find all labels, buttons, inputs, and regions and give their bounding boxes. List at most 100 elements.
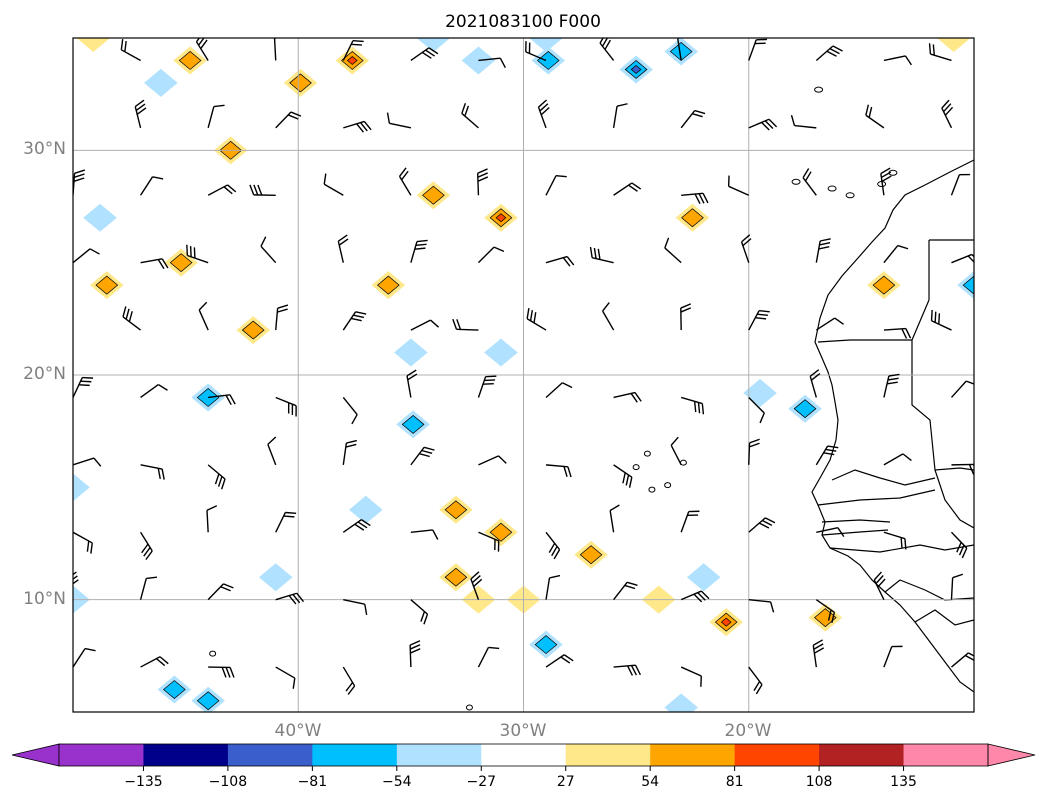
wind-barb — [140, 656, 169, 668]
barb-tick — [968, 464, 974, 475]
barb-staff — [73, 326, 74, 331]
anomaly-contour-fill — [401, 414, 425, 434]
wind-barb — [275, 111, 302, 129]
barb-tick — [900, 537, 903, 549]
barb-tick — [549, 574, 561, 579]
anomaly-contour-fill — [686, 563, 721, 592]
anomaly-contour-fill — [258, 563, 293, 592]
barb-tick — [626, 665, 634, 676]
barb-tick — [195, 38, 204, 43]
wind-barb — [601, 302, 615, 331]
anomaly-contours — [73, 38, 974, 712]
barb-tick — [229, 667, 235, 678]
negative-anomaly — [664, 38, 698, 66]
positive-anomaly — [335, 46, 370, 75]
wind-barb — [802, 168, 817, 196]
anomaly-contour-fill — [444, 500, 468, 520]
wind-barb — [545, 654, 574, 668]
barb-tick — [525, 41, 527, 52]
wind-barb — [950, 531, 968, 559]
wind-barb — [950, 173, 971, 196]
wind-barb — [950, 573, 964, 600]
colorbar-segment — [903, 744, 989, 766]
map-frame — [72, 37, 975, 713]
wind-barb — [612, 103, 628, 128]
barb-tick — [78, 384, 90, 387]
barb-tick — [295, 405, 297, 417]
barb-staff — [73, 578, 74, 600]
anomaly-contour-fill — [664, 693, 698, 712]
barb-staff — [343, 598, 365, 605]
barb-staff — [670, 444, 682, 466]
positive-anomaly — [936, 38, 971, 52]
barb-tick — [488, 646, 500, 650]
anomaly-contour-fill — [169, 253, 193, 273]
barb-tick — [82, 376, 94, 379]
wind-barb — [73, 248, 100, 264]
barb-tick — [813, 643, 824, 650]
barb-tick — [934, 311, 937, 323]
lat-label-30n: 30°N — [23, 139, 66, 159]
barb-tick — [609, 504, 620, 512]
barb-tick — [825, 448, 837, 452]
barb-tick — [562, 257, 571, 267]
colorbar-segment — [143, 744, 229, 766]
barb-tick — [471, 575, 481, 584]
barb-staff — [477, 246, 495, 264]
barb-tick — [589, 246, 593, 258]
barb-tick — [198, 38, 206, 46]
wind-barb — [73, 647, 96, 668]
barb-tick — [555, 174, 567, 178]
barb-tick — [634, 392, 642, 402]
barb-tick — [159, 656, 169, 665]
barb-staff — [748, 396, 765, 414]
barb-tick — [456, 319, 462, 330]
map-title: 2021083100 F000 — [445, 12, 601, 32]
anomaly-contour-fill — [669, 42, 693, 61]
barb-tick — [146, 576, 158, 580]
wind-barb — [680, 109, 706, 129]
wind-barb — [545, 464, 572, 478]
wind-barb — [186, 244, 209, 264]
barb-tick — [697, 402, 701, 414]
barb-tick — [84, 647, 96, 652]
wind-barb — [680, 666, 702, 687]
lon-label-20w: 20°W — [725, 721, 772, 741]
negative-anomaly — [529, 630, 563, 659]
barb-tick — [363, 120, 372, 131]
barb-tick — [347, 685, 356, 695]
barb-tick — [753, 681, 761, 692]
barb-tick — [292, 593, 301, 604]
wind-barb — [410, 47, 439, 62]
barb-tick — [414, 247, 426, 250]
barb-tick — [352, 39, 364, 43]
barb-staff — [815, 317, 836, 331]
barb-tick — [692, 113, 703, 118]
barb-tick — [670, 436, 679, 446]
barb-tick — [551, 546, 558, 557]
negative-anomaly — [157, 675, 192, 704]
barb-staff — [275, 666, 296, 679]
barb-tick — [967, 652, 974, 659]
barb-staff — [478, 455, 499, 466]
barb-tick — [702, 193, 709, 204]
barb-staff — [545, 577, 551, 600]
barb-tick — [881, 171, 892, 179]
barb-tick — [415, 243, 427, 247]
colorbar-tick-label: 135 — [890, 774, 917, 790]
anomaly-contour-fill — [489, 522, 513, 542]
barb-tick — [161, 258, 169, 269]
barb-tick — [337, 234, 348, 242]
wind-barb — [680, 303, 692, 331]
wind-barb — [207, 184, 237, 196]
barb-staff — [140, 383, 159, 399]
barb-staff — [73, 457, 95, 466]
barb-tick — [477, 172, 488, 178]
barb-staff — [139, 176, 154, 196]
barb-tick — [470, 571, 480, 580]
barb-staff — [664, 247, 682, 264]
wind-barb — [677, 38, 688, 61]
barb-tick — [700, 590, 710, 600]
colorbar-outline — [58, 743, 989, 767]
colorbar-tick-label: 27 — [557, 774, 575, 790]
